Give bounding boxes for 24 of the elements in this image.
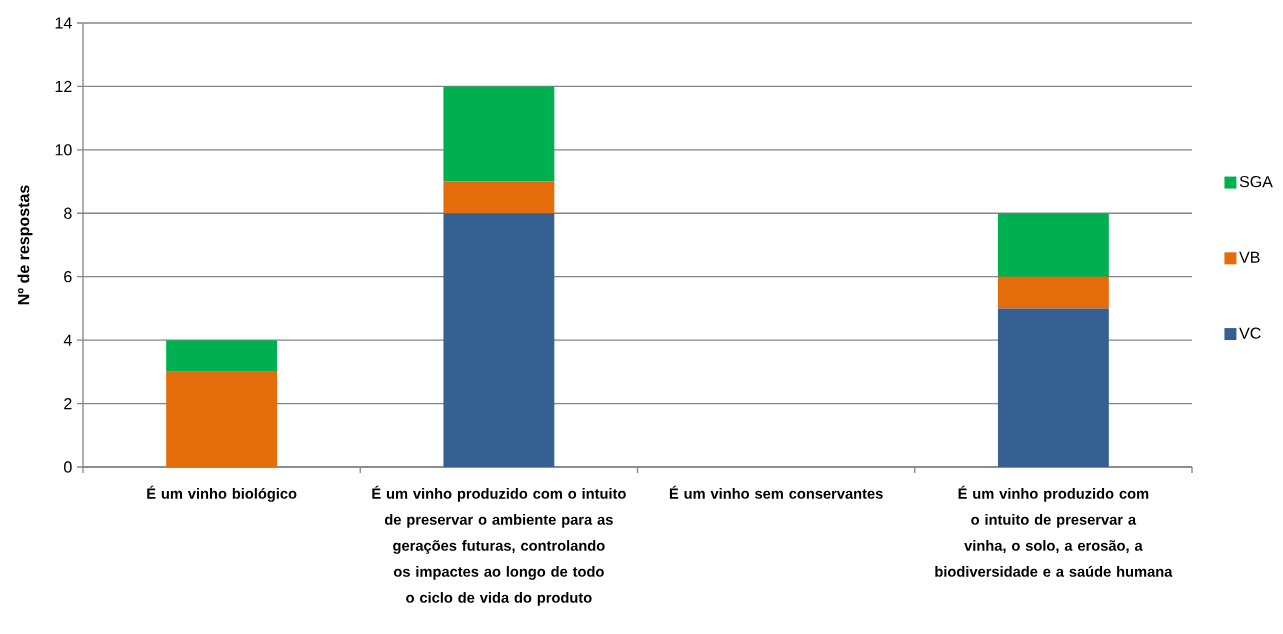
legend-label: VC <box>1239 327 1261 339</box>
x-tick-label: É um vinho produzido com o intuito de preservar o ambiente para as gerações futuras, controlando os impactes ao longo de todo o ciclo de vida do produto <box>372 485 626 606</box>
y-tick-label: 8 <box>64 207 72 219</box>
bar <box>997 276 1109 309</box>
y-tick-label: 4 <box>63 334 72 346</box>
y-axis-title: Nº de respostas <box>17 185 33 305</box>
bar <box>443 213 555 467</box>
x-tick-label: É um vinho sem conservantes <box>669 485 883 499</box>
y-tick-label: 6 <box>64 271 72 283</box>
bar <box>997 308 1109 467</box>
x-tick-label: É um vinho produzido com o intuito de preservar a vinha, o solo, a erosão, a biodiversidade e a saúde humana <box>935 485 1173 577</box>
y-tick-label: 12 <box>55 80 72 92</box>
y-tick-label: 0 <box>64 461 72 473</box>
bar <box>166 340 278 372</box>
legend-label: VB <box>1239 251 1260 263</box>
x-tick-label: É um vinho biológico <box>147 485 297 502</box>
bar <box>166 371 278 467</box>
y-tick-label: 10 <box>55 144 72 156</box>
y-tick-label: 14 <box>55 17 72 29</box>
bar <box>443 181 555 214</box>
bar <box>443 86 555 182</box>
legend-label: SGA <box>1239 175 1273 188</box>
y-tick-label: 2 <box>64 397 72 410</box>
bar <box>997 213 1109 277</box>
